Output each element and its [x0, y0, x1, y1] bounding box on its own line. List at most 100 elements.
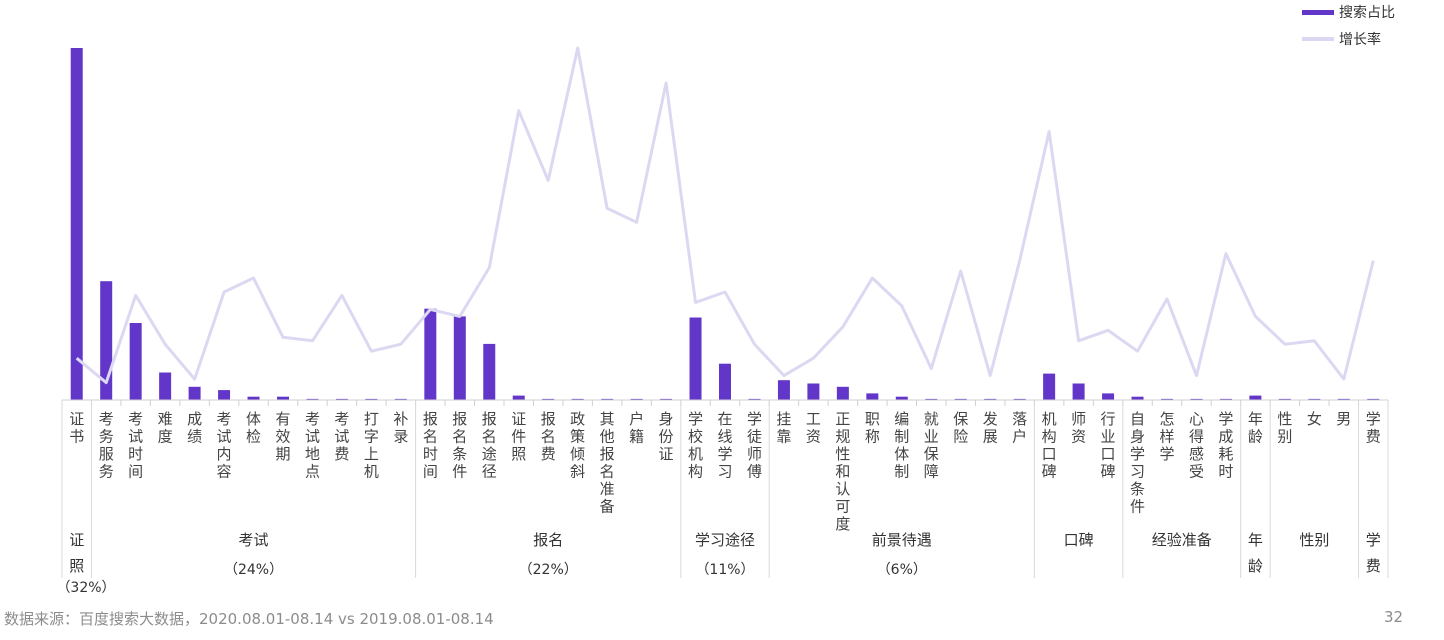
tick-label-44: 学费 [1366, 410, 1381, 446]
tick-label-12: 报名时间 [423, 410, 438, 481]
tick-label-26: 正规性和认可度 [835, 410, 850, 533]
tick-label-42: 女 [1307, 410, 1322, 428]
bar-28 [895, 396, 908, 400]
bar-27 [866, 393, 879, 400]
growth-series-line [75, 46, 1375, 385]
tick-label-43: 男 [1336, 410, 1351, 428]
tick-label-23: 学徒师傅 [747, 410, 762, 481]
group-label-2: 报名 [533, 531, 563, 549]
bar-17 [571, 398, 584, 400]
group-label-6: 经验准备 [1152, 531, 1212, 549]
tick-label-38: 心得感受 [1189, 410, 1204, 481]
bar-7 [277, 396, 289, 400]
bar-34 [1072, 383, 1085, 400]
legend-swatch-growth [1302, 37, 1334, 41]
tick-label-22: 在线学习 [717, 410, 732, 481]
tick-label-1: 考务服务 [99, 410, 114, 481]
tick-label-6: 体检 [246, 410, 261, 446]
group-label-9: 学费 [1366, 531, 1381, 575]
tick-label-40: 年龄 [1248, 410, 1263, 446]
tick-labels: 证书考务服务考试时间难度成绩考试内容体检有效期考试地点考试费打字上机补录报名时间… [69, 410, 1381, 533]
bar-16 [542, 398, 555, 400]
bar-18 [601, 398, 614, 400]
bar-2 [129, 323, 142, 400]
bar-26 [836, 386, 849, 400]
group-label-0: 证照 [69, 531, 84, 575]
tick-label-18: 其他报名准备 [600, 410, 615, 516]
tick-label-16: 报名费 [541, 410, 556, 463]
bar-14 [483, 343, 496, 400]
legend-item-growth: 增长率 [1302, 29, 1381, 49]
bar-3 [159, 372, 172, 400]
legend-label-growth: 增长率 [1339, 32, 1381, 48]
bar-30 [954, 398, 967, 400]
tick-label-13: 报名条件 [452, 410, 467, 481]
bar-8 [306, 398, 319, 400]
tick-label-35: 行业口碑 [1101, 410, 1116, 481]
bar-21 [689, 317, 702, 400]
group-label-5: 口碑 [1064, 531, 1094, 549]
tick-label-32: 落户 [1012, 410, 1027, 446]
group-share-2: （22%） [519, 562, 578, 578]
bar-33 [1043, 373, 1056, 400]
bar-31 [984, 398, 997, 400]
group-share-1: （24%） [224, 562, 283, 578]
bar-24 [777, 380, 790, 400]
tick-label-4: 成绩 [187, 410, 202, 446]
page-number: 32 [1384, 608, 1404, 626]
group-label-8: 性别 [1299, 531, 1329, 549]
group-labels: 证照 （32%） 考试 （24%） 报名 （22%） 学习途径 （11%） 前景待遇 （6%） 口碑… [56, 531, 1380, 596]
legend-item-share: 搜索占比 [1302, 2, 1395, 22]
bar-11 [394, 398, 407, 400]
bar-23 [748, 398, 761, 400]
bar-19 [630, 398, 643, 400]
data-source-note: 数据来源：百度搜索大数据，2020.08.01-08.14 vs 2019.08… [4, 610, 494, 628]
bar-39 [1219, 398, 1232, 400]
bar-32 [1013, 398, 1026, 400]
legend-label-share: 搜索占比 [1339, 5, 1395, 21]
tick-label-27: 职称 [865, 410, 880, 446]
tick-label-9: 考试费 [334, 410, 349, 463]
bar-41 [1278, 398, 1291, 400]
group-share-3: （11%） [695, 562, 754, 578]
tick-label-11: 补录 [393, 410, 408, 446]
tick-label-8: 考试地点 [305, 410, 320, 481]
tick-label-2: 考试时间 [128, 410, 143, 481]
group-label-1: 考试 [239, 531, 269, 549]
tick-label-31: 发展 [983, 410, 998, 446]
group-label-3: 学习途径 [695, 531, 755, 549]
tick-label-7: 有效期 [275, 410, 290, 463]
bar-15 [512, 395, 525, 400]
group-label-7: 年龄 [1248, 531, 1263, 575]
bar-40 [1249, 395, 1262, 400]
bar-13 [453, 316, 466, 400]
tick-label-36: 自身学习条件 [1130, 410, 1145, 516]
bar-10 [365, 398, 378, 400]
tick-label-28: 编制体制 [894, 410, 909, 481]
growth-line [75, 46, 1375, 385]
tick-label-24: 挂靠 [776, 410, 791, 446]
tick-label-5: 考试内容 [217, 410, 232, 481]
tick-label-21: 学校机构 [688, 410, 703, 481]
bar-0 [70, 48, 83, 400]
bar-38 [1190, 398, 1203, 400]
group-share-4: （6%） [877, 562, 927, 578]
tick-label-33: 机构口碑 [1042, 410, 1057, 481]
tick-label-19: 户籍 [629, 410, 644, 446]
bar-43 [1337, 398, 1350, 400]
bar-4 [188, 386, 201, 400]
bar-29 [925, 398, 938, 400]
bars [70, 48, 1380, 400]
bar-35 [1102, 393, 1115, 400]
tick-label-10: 打字上机 [364, 410, 379, 481]
tick-label-20: 身份证 [659, 410, 674, 463]
tick-label-15: 证件照 [511, 410, 526, 463]
tick-label-37: 怎样学 [1159, 410, 1174, 463]
tick-label-34: 师资 [1071, 410, 1086, 446]
tick-label-3: 难度 [158, 410, 173, 446]
bar-25 [807, 383, 820, 400]
bar-20 [660, 398, 673, 400]
tick-label-41: 性别 [1277, 410, 1292, 446]
group-label-4: 前景待遇 [872, 531, 932, 549]
legend-swatch-share [1302, 9, 1334, 15]
